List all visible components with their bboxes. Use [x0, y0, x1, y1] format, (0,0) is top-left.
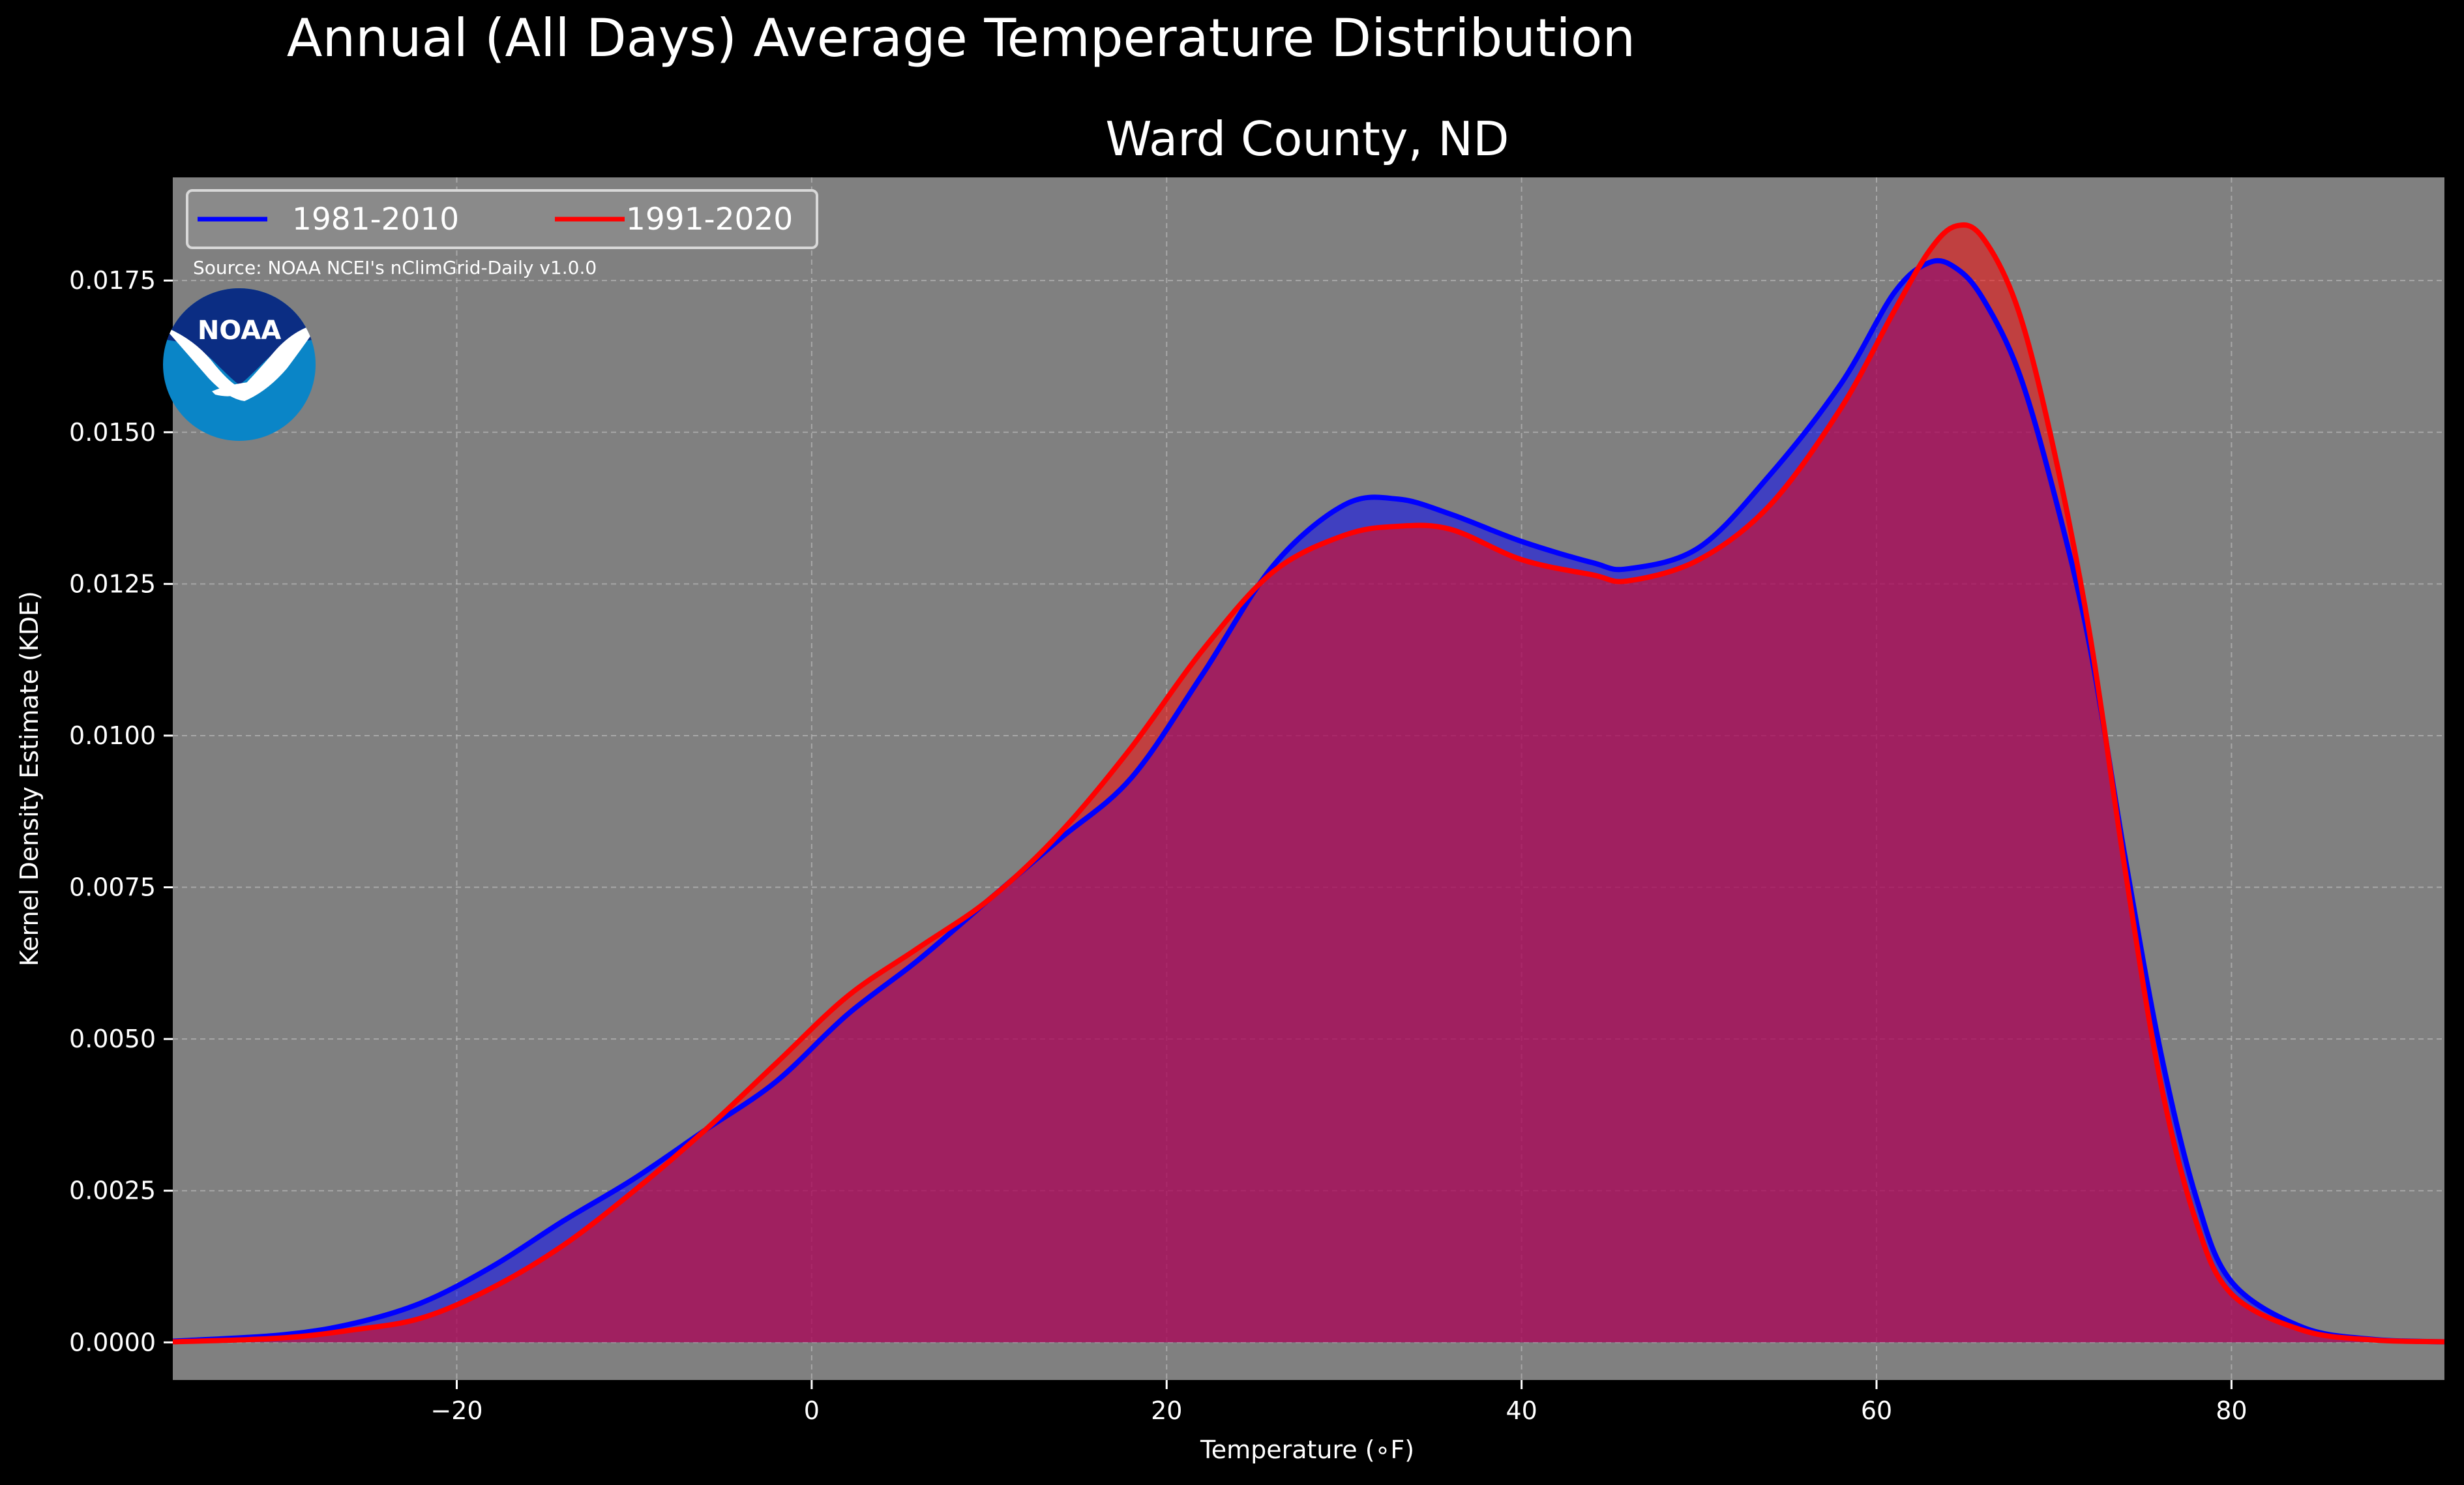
y-tick-label: 0.0000: [69, 1328, 156, 1357]
y-tick-label: 0.0050: [69, 1025, 156, 1053]
legend-frame: [186, 189, 818, 249]
legend: 1981-2010 1991-2020: [186, 189, 818, 249]
x-tick-label: 80: [2216, 1396, 2247, 1425]
x-axis: −20 0 20 40 60 80: [430, 1380, 2248, 1425]
y-tick-label: 0.0100: [69, 721, 156, 750]
y-axis-label: Kernel Density Estimate (KDE): [15, 591, 44, 967]
series-line-1991-2020: [173, 222, 2444, 1345]
chart-title: Annual (All Days) Average Temperature Di…: [287, 8, 1635, 68]
source-note: Source: NOAA NCEI's nClimGrid-Daily v1.0…: [193, 257, 597, 278]
y-tick-label: 0.0175: [69, 266, 156, 295]
series-layer: [173, 222, 2444, 1345]
x-tick-label: 0: [804, 1396, 820, 1425]
x-tick-label: −20: [430, 1396, 482, 1425]
y-tick-label: 0.0125: [69, 569, 156, 598]
x-axis-label: Temperature (∘F): [1200, 1435, 1414, 1464]
area-fill-1991-2020: [173, 224, 2444, 1343]
legend-label-1991-2020: 1991-2020: [626, 202, 793, 237]
y-tick-label: 0.0150: [69, 418, 156, 447]
seagull-wing-icon: [163, 323, 316, 401]
noaa-seagull-logo: NOAA: [163, 288, 316, 441]
x-tick-label: 60: [1861, 1396, 1892, 1425]
x-tick-label: 20: [1151, 1396, 1182, 1425]
x-tick-label: 40: [1506, 1396, 1537, 1425]
seagull-body-icon: [212, 380, 274, 397]
logo-text: NOAA: [198, 316, 281, 346]
legend-label-1981-2010: 1981-2010: [292, 202, 459, 237]
y-axis: 0.0000 0.0025 0.0050 0.0075 0.0100 0.0125 0.01…: [69, 266, 173, 1357]
chart-subtitle: Ward County, ND: [1105, 112, 1509, 166]
y-tick-label: 0.0025: [69, 1177, 156, 1205]
logo-top-navy: [163, 288, 316, 385]
y-tick-label: 0.0075: [69, 873, 156, 902]
